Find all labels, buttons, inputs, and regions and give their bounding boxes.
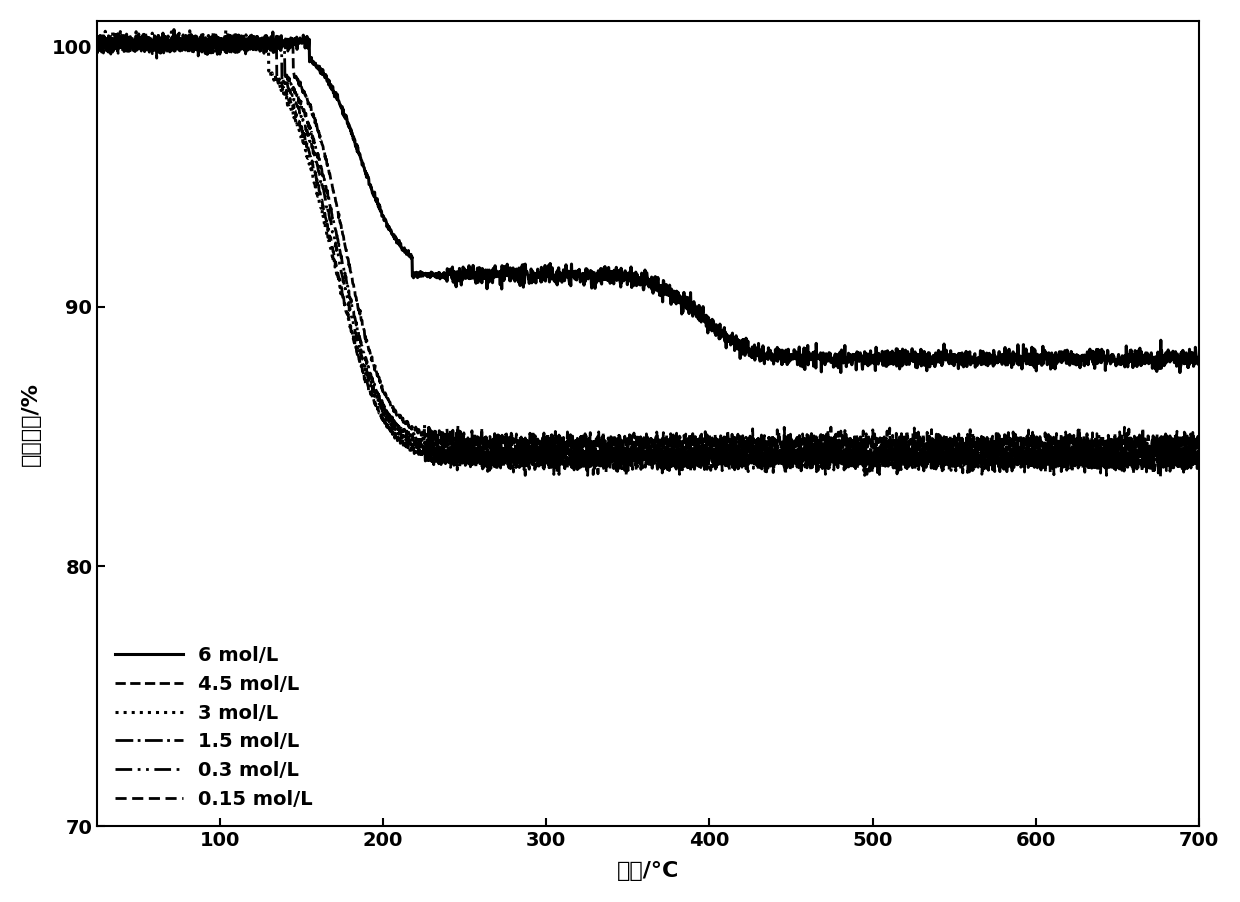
3 mol/L: [1192, 440, 1207, 451]
3 mol/L: [512, 440, 527, 451]
0.3 mol/L: [89, 38, 104, 49]
6 mol/L: [216, 38, 231, 49]
6 mol/L: [281, 34, 296, 45]
4.5 mol/L: [1192, 442, 1207, 453]
0.3 mol/L: [216, 39, 231, 50]
Legend: 6 mol/L, 4.5 mol/L, 3 mol/L, 1.5 mol/L, 0.3 mol/L, 0.15 mol/L: 6 mol/L, 4.5 mol/L, 3 mol/L, 1.5 mol/L, …: [107, 639, 321, 816]
Y-axis label: 质量变化/%: 质量变化/%: [21, 382, 41, 465]
3 mol/L: [898, 462, 913, 473]
3 mol/L: [216, 34, 231, 45]
6 mol/L: [89, 34, 104, 45]
0.3 mol/L: [1052, 449, 1066, 460]
1.5 mol/L: [512, 453, 527, 464]
0.3 mol/L: [1171, 456, 1185, 466]
0.3 mol/L: [512, 451, 527, 462]
0.15 mol/L: [269, 32, 284, 43]
3 mol/L: [1052, 437, 1066, 447]
4.5 mol/L: [512, 431, 527, 442]
3 mol/L: [218, 25, 233, 36]
0.15 mol/L: [560, 459, 575, 470]
Line: 1.5 mol/L: 1.5 mol/L: [97, 35, 1199, 471]
6 mol/L: [1171, 355, 1185, 366]
3 mol/L: [560, 437, 575, 448]
3 mol/L: [89, 37, 104, 48]
0.15 mol/L: [512, 452, 527, 463]
0.15 mol/L: [216, 39, 231, 50]
0.15 mol/L: [1052, 455, 1066, 465]
0.15 mol/L: [281, 93, 296, 104]
6 mol/L: [1192, 354, 1207, 364]
Line: 3 mol/L: 3 mol/L: [97, 31, 1199, 467]
3 mol/L: [281, 98, 296, 109]
6 mol/L: [1052, 351, 1066, 362]
1.5 mol/L: [185, 30, 200, 41]
X-axis label: 温度/°C: 温度/°C: [618, 861, 680, 881]
6 mol/L: [512, 281, 527, 291]
4.5 mol/L: [89, 45, 104, 56]
6 mol/L: [166, 24, 181, 35]
0.15 mol/L: [1153, 471, 1168, 482]
0.3 mol/L: [1192, 453, 1207, 464]
6 mol/L: [1173, 367, 1188, 378]
Line: 6 mol/L: 6 mol/L: [97, 30, 1199, 373]
4.5 mol/L: [743, 451, 758, 462]
1.5 mol/L: [890, 465, 905, 476]
4.5 mol/L: [216, 35, 231, 46]
3 mol/L: [1171, 445, 1185, 456]
4.5 mol/L: [281, 47, 296, 58]
1.5 mol/L: [216, 37, 231, 48]
4.5 mol/L: [1052, 437, 1066, 447]
Line: 4.5 mol/L: 4.5 mol/L: [97, 35, 1199, 456]
0.15 mol/L: [1192, 452, 1207, 463]
0.3 mol/L: [1038, 467, 1053, 478]
1.5 mol/L: [1052, 445, 1066, 456]
4.5 mol/L: [1171, 437, 1185, 447]
0.15 mol/L: [1171, 459, 1185, 470]
4.5 mol/L: [179, 30, 193, 41]
Line: 0.15 mol/L: 0.15 mol/L: [97, 38, 1199, 476]
0.15 mol/L: [89, 41, 104, 52]
0.3 mol/L: [180, 32, 195, 43]
4.5 mol/L: [560, 444, 575, 455]
1.5 mol/L: [560, 449, 575, 460]
Line: 0.3 mol/L: 0.3 mol/L: [97, 38, 1199, 473]
1.5 mol/L: [1171, 446, 1185, 456]
6 mol/L: [560, 271, 575, 281]
1.5 mol/L: [281, 72, 296, 83]
1.5 mol/L: [89, 36, 104, 47]
0.3 mol/L: [560, 452, 575, 463]
0.3 mol/L: [281, 84, 296, 95]
1.5 mol/L: [1192, 454, 1207, 465]
